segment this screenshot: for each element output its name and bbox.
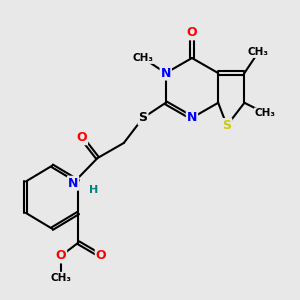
Text: CH₃: CH₃	[133, 53, 154, 63]
Text: S: S	[139, 111, 148, 124]
Text: N: N	[160, 67, 171, 80]
Text: O: O	[56, 250, 66, 262]
Text: N: N	[187, 111, 197, 124]
Text: O: O	[96, 250, 106, 262]
Text: O: O	[187, 26, 197, 39]
Text: H: H	[89, 184, 99, 194]
Text: CH₃: CH₃	[50, 273, 71, 283]
Text: CH₃: CH₃	[248, 47, 269, 57]
Text: N: N	[68, 177, 78, 190]
Text: O: O	[76, 131, 87, 144]
Text: CH₃: CH₃	[255, 108, 276, 118]
Text: S: S	[222, 119, 231, 132]
